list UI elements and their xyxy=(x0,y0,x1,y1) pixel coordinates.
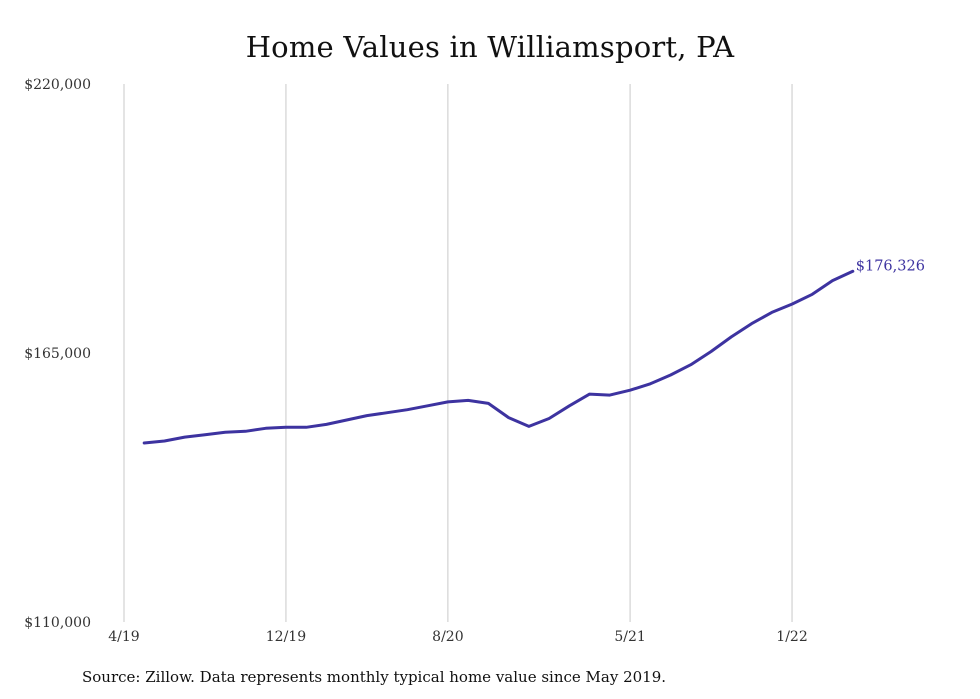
gridlines xyxy=(123,84,793,622)
x-tick-label: 5/21 xyxy=(614,629,645,645)
series-layer xyxy=(142,269,855,445)
y-tick-label: $110,000 xyxy=(24,615,91,631)
data-labels: $176,326 xyxy=(856,258,925,274)
y-tick-label: $220,000 xyxy=(24,77,91,93)
end-value-label: $176,326 xyxy=(856,258,925,274)
y-axis-ticks: $110,000 $165,000 $220,000 xyxy=(24,77,91,631)
y-tick-label: $165,000 xyxy=(24,346,91,362)
x-tick-label: 12/19 xyxy=(266,629,306,645)
series-line-0 xyxy=(142,269,855,445)
x-tick-label: 1/22 xyxy=(776,629,807,645)
chart-title: Home Values in Williamsport, PA xyxy=(245,30,735,64)
source-note: Source: Zillow. Data represents monthly … xyxy=(82,668,667,686)
x-tick-label: 4/19 xyxy=(108,629,139,645)
x-axis-ticks: 4/19 12/19 8/20 5/21 1/22 xyxy=(108,629,807,645)
x-tick-label: 8/20 xyxy=(432,629,463,645)
